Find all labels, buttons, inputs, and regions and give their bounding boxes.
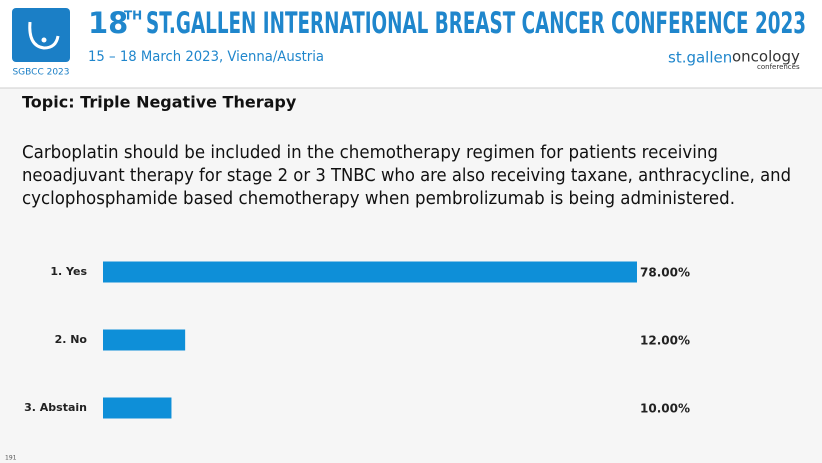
page-number: 191 bbox=[5, 455, 17, 462]
title: ST.GALLEN INTERNATIONAL BREAST CANCER CO… bbox=[146, 6, 806, 40]
bar bbox=[103, 397, 172, 419]
bar bbox=[103, 261, 637, 283]
subtitle: 15 – 18 March 2023, Vienna/Austria bbox=[88, 49, 324, 65]
logo-dot bbox=[41, 37, 47, 43]
bar bbox=[103, 329, 186, 351]
question: Carboplatin should be included in the ch… bbox=[22, 143, 718, 163]
question: cyclophosphamide based chemotherapy when… bbox=[22, 189, 735, 209]
logo-icon bbox=[28, 21, 60, 50]
logo bbox=[12, 8, 70, 62]
brand-sub: conferences bbox=[757, 63, 800, 71]
category-label: 2. No bbox=[55, 333, 88, 346]
header-bg bbox=[0, 0, 822, 88]
category-label: 3. Abstain bbox=[24, 401, 87, 414]
category-label: 1. Yes bbox=[50, 265, 87, 278]
title-number: 18 bbox=[88, 6, 128, 40]
value-label: 12.00% bbox=[640, 334, 690, 348]
value-label: 10.00% bbox=[640, 402, 690, 416]
title-sup: TH bbox=[124, 9, 142, 23]
question: neoadjuvant therapy for stage 2 or 3 TNB… bbox=[22, 166, 791, 186]
topic: Topic: Triple Negative Therapy bbox=[22, 93, 297, 112]
brand: oncology bbox=[732, 48, 800, 66]
value-label: 78.00% bbox=[640, 266, 690, 280]
brand: st.gallen bbox=[668, 49, 732, 67]
logo-text: SGBCC 2023 bbox=[12, 68, 69, 78]
